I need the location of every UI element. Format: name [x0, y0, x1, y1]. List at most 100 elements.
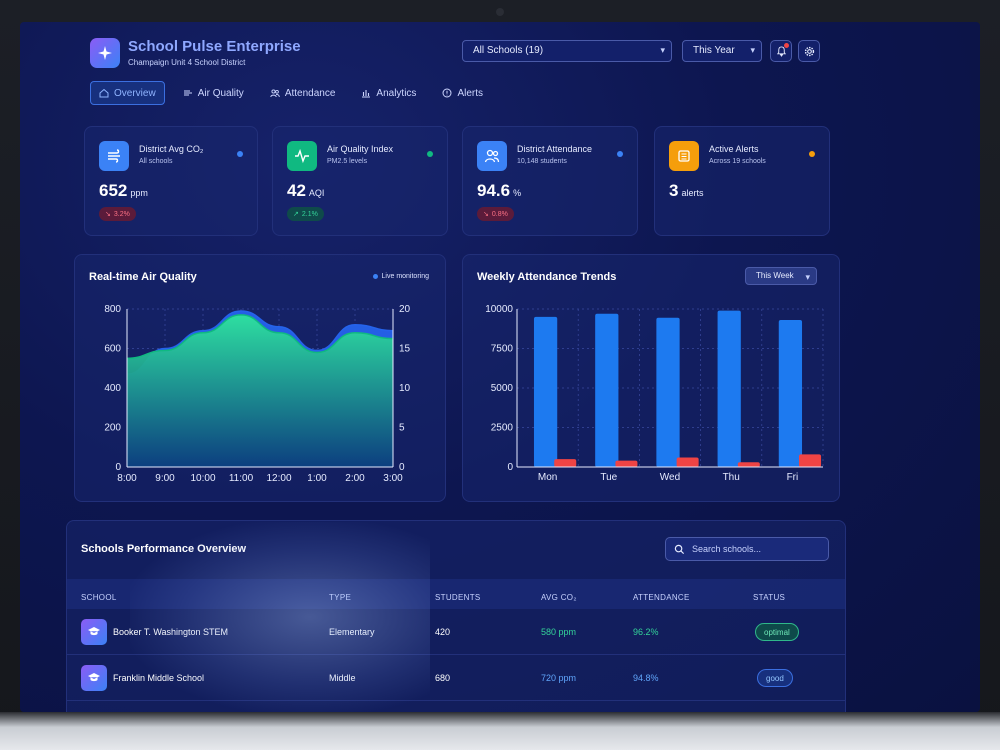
- y-tick-label: 2500: [491, 423, 514, 434]
- table-row[interactable]: Franklin Middle School Middle 680 720 pp…: [67, 657, 845, 701]
- stat-unit: ppm: [130, 188, 148, 198]
- main-nav: Overview Air Quality Attendance Analytic…: [90, 80, 491, 106]
- bar-absent: [737, 462, 760, 467]
- cell-school: Franklin Middle School: [113, 673, 205, 683]
- stat-card-aqi[interactable]: Air Quality Index PM2.5 levels 42 AQI ↗ 2.…: [272, 126, 448, 236]
- stat-title: Active Alerts: [709, 144, 759, 154]
- th-school: SCHOOL: [81, 593, 117, 602]
- search-placeholder: Search schools...: [692, 544, 762, 554]
- bell-icon: [776, 45, 786, 57]
- stat-value: 94.6%: [477, 181, 522, 200]
- alert-building-icon: [669, 141, 699, 171]
- bar-absent: [676, 457, 699, 467]
- y2-tick-label: 5: [399, 423, 405, 434]
- stat-title: Air Quality Index: [327, 144, 394, 154]
- trend-down-icon: ↘: [105, 211, 111, 218]
- y-tick-label: 600: [104, 344, 121, 355]
- y-tick-label: 200: [104, 423, 121, 434]
- x-tick-label: 8:00: [117, 473, 137, 484]
- app-subtitle: Champaign Unit 4 School District: [128, 58, 246, 67]
- th-status: STATUS: [753, 593, 786, 602]
- attendance-chart: 0 2500 5000 7500 10000 Mon Tue Wed Thu Fri: [485, 304, 824, 483]
- status-dot: [237, 151, 243, 157]
- status-badge: optimal: [755, 623, 799, 641]
- stat-unit: alerts: [681, 188, 704, 198]
- home-icon: [99, 88, 109, 98]
- stat-title: District Attendance: [517, 144, 593, 154]
- desk-surface: [0, 712, 1000, 750]
- tab-alerts[interactable]: Alerts: [434, 81, 491, 105]
- graduation-cap-icon: [81, 619, 107, 645]
- tab-attendance[interactable]: Attendance: [262, 81, 344, 105]
- y-tick-label: 7500: [491, 344, 514, 355]
- tab-label: Overview: [114, 87, 156, 99]
- series-area: [127, 314, 393, 467]
- screen: School Pulse Enterprise Champaign Unit 4…: [20, 22, 980, 712]
- status-dot: [427, 151, 433, 157]
- schools-table-panel: Schools Performance Overview Search scho…: [66, 520, 846, 712]
- chevron-down-icon: ▾: [660, 45, 665, 55]
- status-dot: [809, 151, 815, 157]
- stat-card-co2[interactable]: District Avg CO₂ All schools 652 ppm ↘ 3.2…: [84, 126, 258, 236]
- series-line: [126, 314, 394, 360]
- y2-tick-label: 10: [399, 383, 411, 394]
- bar-absent: [554, 459, 577, 467]
- graduation-cap-icon: [81, 665, 107, 691]
- x-tick-label: 12:00: [266, 473, 291, 484]
- search-input[interactable]: Search schools...: [665, 537, 829, 561]
- y-tick-label: 0: [507, 462, 513, 473]
- y2-tick-label: 0: [399, 462, 405, 473]
- stat-title: District Avg CO₂: [139, 144, 204, 154]
- y-tick-label: 10000: [485, 304, 513, 315]
- cell-attendance: 96.2%: [633, 627, 659, 637]
- notifications-button[interactable]: [770, 40, 792, 62]
- activity-icon: [287, 141, 317, 171]
- cell-students: 680: [435, 673, 451, 683]
- x-tick-label: 11:00: [229, 473, 254, 484]
- table-header-row: [67, 579, 845, 609]
- alert-circle-icon: [442, 88, 452, 98]
- settings-button[interactable]: [798, 40, 820, 62]
- stat-card-alerts[interactable]: Active Alerts Across 19 schools 3 alerts: [654, 126, 830, 236]
- bar-present: [656, 317, 680, 467]
- chevron-down-icon: ▾: [750, 45, 755, 55]
- series-line: [126, 310, 394, 375]
- tab-analytics[interactable]: Analytics: [353, 81, 424, 105]
- week-select-value: This Week: [756, 271, 794, 280]
- x-tick-label: 10:00: [190, 473, 215, 484]
- cell-students: 420: [435, 627, 451, 637]
- notification-dot: [784, 43, 789, 48]
- x-tick-label: Wed: [660, 472, 680, 483]
- trend-down-icon: ↘: [483, 211, 489, 218]
- cell-type: Elementary: [329, 627, 375, 637]
- y-tick-label: 400: [104, 383, 121, 394]
- wind-icon: [99, 141, 129, 171]
- week-select[interactable]: This Week ▾: [745, 267, 817, 285]
- users-icon: [270, 89, 280, 98]
- tab-overview[interactable]: Overview: [90, 81, 165, 105]
- bar-chart-icon: [362, 90, 371, 98]
- attendance-panel: Weekly Attendance Trends This Week ▾ 0 25…: [462, 254, 840, 502]
- period-select[interactable]: This Year ▾: [682, 40, 762, 62]
- stat-subtitle: All schools: [139, 158, 173, 165]
- stat-unit: AQI: [308, 188, 325, 198]
- table-row[interactable]: Booker T. Washington STEM Elementary 420…: [67, 611, 845, 655]
- cell-co2: 720 ppm: [541, 673, 577, 683]
- bar-absent: [799, 454, 822, 467]
- app-title: School Pulse Enterprise: [128, 38, 301, 55]
- cell-attendance: 94.8%: [633, 673, 659, 683]
- bar-absent: [615, 460, 638, 467]
- stat-card-attendance[interactable]: District Attendance 10,148 students 94.6…: [462, 126, 638, 236]
- live-dot-icon: [372, 274, 378, 279]
- chevron-down-icon: ▾: [805, 272, 810, 282]
- stat-value: 3 alerts: [669, 181, 704, 200]
- tab-label: Analytics: [376, 87, 417, 99]
- panel-title: Real-time Air Quality: [89, 271, 197, 283]
- school-select[interactable]: All Schools (19) ▾: [462, 40, 672, 62]
- users-icon: [477, 141, 507, 171]
- trend-badge: ↘ 3.2%: [99, 207, 136, 221]
- tab-air-quality[interactable]: Air Quality: [175, 81, 252, 105]
- x-tick-label: 9:00: [155, 473, 175, 484]
- stat-value: 652 ppm: [99, 181, 148, 200]
- y2-tick-label: 15: [399, 344, 411, 355]
